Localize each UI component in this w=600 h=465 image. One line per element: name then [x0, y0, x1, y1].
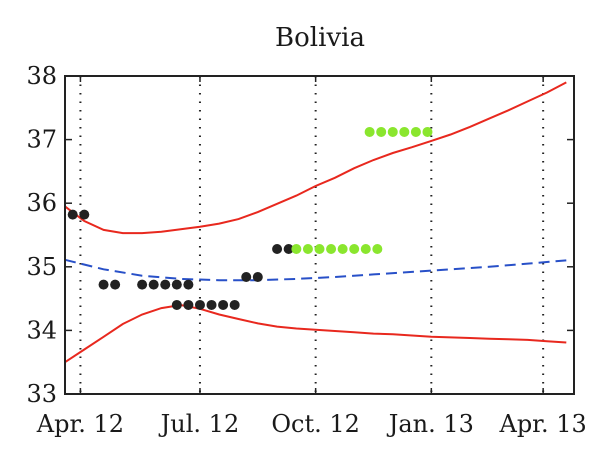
green-data-point: [360, 243, 371, 254]
green-data-point: [291, 243, 302, 254]
series-layer: [64, 81, 567, 364]
x-tick-label: Jul. 12: [158, 410, 240, 438]
bound-series-line-upper: [64, 81, 567, 235]
x-tick-label: Apr. 13: [498, 410, 586, 438]
black-data-point: [137, 279, 148, 290]
black-data-point: [183, 279, 194, 290]
green-data-point: [372, 243, 383, 254]
black-data-point: [98, 279, 109, 290]
black-data-point: [272, 243, 283, 254]
green-data-point: [337, 243, 348, 254]
y-tick-label: 34: [26, 316, 57, 344]
chart-title: Bolivia: [275, 23, 365, 53]
black-data-point: [229, 299, 240, 310]
y-tick-label: 37: [26, 126, 57, 154]
y-tick-label: 35: [26, 253, 57, 281]
mean-series-line: [64, 258, 567, 282]
x-tick-label: Apr. 12: [36, 410, 124, 438]
green-data-point: [399, 126, 410, 137]
bound-series-line-lower: [64, 303, 567, 364]
grid-layer: [79, 76, 545, 394]
green-data-point: [326, 243, 337, 254]
green-data-point: [422, 126, 433, 137]
black-data-point: [252, 271, 263, 282]
green-data-point: [410, 126, 421, 137]
green-data-point: [376, 126, 387, 137]
green-data-point: [349, 243, 360, 254]
black-data-point: [218, 299, 229, 310]
x-tick-label: Oct. 12: [271, 410, 360, 438]
black-data-point: [283, 243, 294, 254]
black-data-point: [110, 279, 121, 290]
black-data-point: [241, 271, 252, 282]
black-data-point: [171, 279, 182, 290]
y-tick-label: 36: [26, 189, 57, 217]
x-tick-label: Jan. 13: [386, 410, 474, 438]
black-data-point: [171, 299, 182, 310]
black-data-point: [67, 209, 78, 220]
plot-frame: [64, 75, 575, 395]
green-data-point: [364, 126, 375, 137]
black-data-point: [148, 279, 159, 290]
green-data-point: [387, 126, 398, 137]
y-tick-label: 33: [26, 380, 57, 408]
black-data-point: [206, 299, 217, 310]
black-data-point: [183, 299, 194, 310]
black-data-point: [79, 209, 90, 220]
black-data-point: [160, 279, 171, 290]
black-data-point: [194, 299, 205, 310]
dots-layer: [67, 126, 433, 310]
y-tick-label: 38: [26, 62, 57, 90]
tick-layer: Apr. 12 Jul. 12 Oct. 12 Jan. 13 Apr. 13 33 34 3…: [26, 62, 586, 438]
green-data-point: [302, 243, 313, 254]
green-data-point: [314, 243, 325, 254]
